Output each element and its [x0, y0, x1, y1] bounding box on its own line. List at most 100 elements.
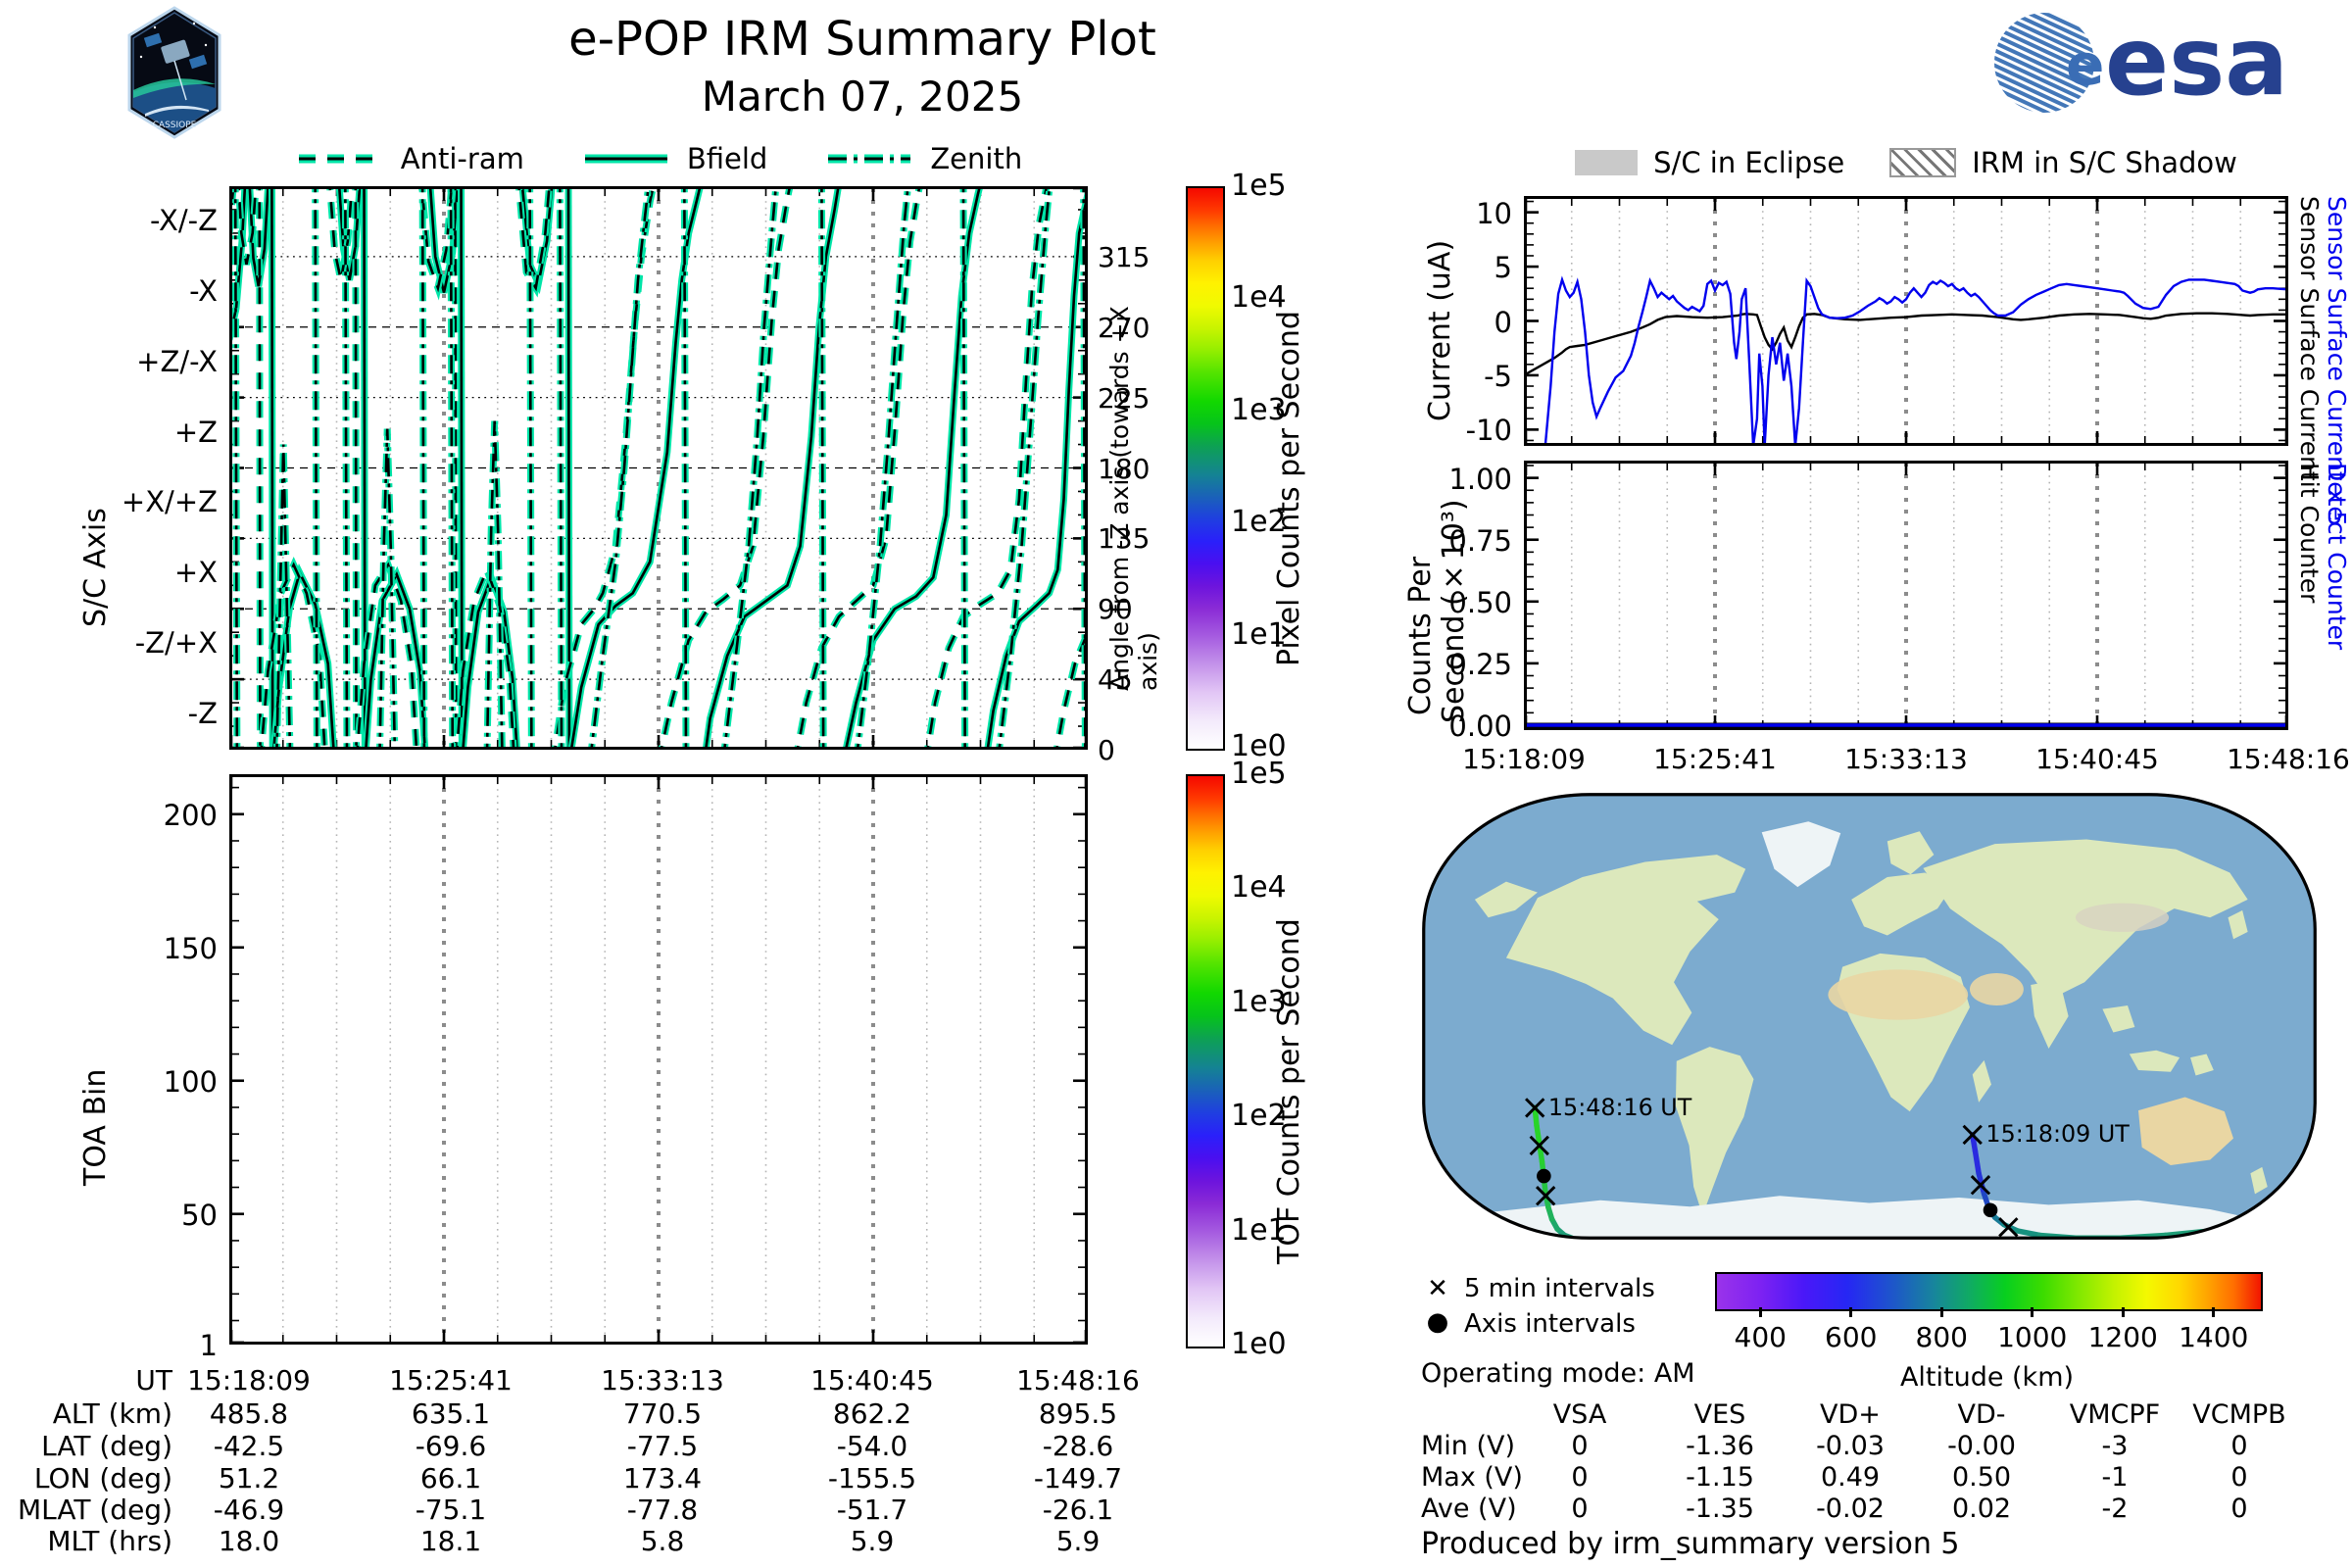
counts-tick-1.00: 1.00	[1448, 462, 1512, 496]
toa-bin-plot	[229, 774, 1088, 1345]
right-time-label-0: 15:18:09	[1462, 743, 1586, 775]
vtable-header-VD-: VD-	[1957, 1399, 2006, 1430]
toa-tick-100: 100	[163, 1064, 218, 1099]
alt-tickmark-1200	[2121, 1307, 2125, 1317]
vtable-rowlabel-Min (V): Min (V)	[1421, 1431, 1516, 1461]
cbar-tick-1e0: 1e0	[1231, 729, 1287, 763]
hit-counter-label: Hit Counter	[2295, 463, 2324, 604]
ephem-cell-r0c3: 15:40:45	[810, 1364, 934, 1396]
toa-tick-200: 200	[163, 798, 218, 832]
shadow-label: IRM in S/C Shadow	[1972, 146, 2237, 179]
vtable-cell-r0c5: 0	[2230, 1431, 2248, 1461]
angle-tick-0: 0	[1098, 734, 1115, 766]
ephem-cell-r3c0: 51.2	[218, 1462, 280, 1494]
vtable-cell-r1c4: -1	[2101, 1462, 2129, 1493]
cbar-tick-1e5: 1e5	[1231, 757, 1287, 791]
pixel-colorbar	[1186, 186, 1225, 751]
vtable-cell-r1c3: 0.50	[1951, 1462, 2012, 1493]
alt-tickmark-1000	[2031, 1307, 2034, 1317]
toa-ylabel: TOA Bin	[78, 1068, 113, 1186]
sensor-surface-current-label: Sensor Surface Current	[2295, 196, 2324, 481]
cbar-tick-1e3: 1e3	[1231, 392, 1287, 427]
esa-logo: e esa	[1989, 8, 2342, 118]
ephem-rowlabel-LAT (deg): LAT (deg)	[41, 1430, 172, 1462]
right-time-label-1: 15:25:41	[1653, 743, 1777, 775]
ephem-cell-r5c1: 18.1	[419, 1525, 482, 1557]
vtable-header-VMCPF: VMCPF	[2069, 1399, 2161, 1430]
vtable-cell-r2c0: 0	[1571, 1494, 1589, 1524]
ephem-cell-r5c2: 5.8	[640, 1525, 685, 1557]
ephem-cell-r5c4: 5.9	[1055, 1525, 1101, 1557]
ephem-cell-r2c4: -28.6	[1042, 1430, 1114, 1462]
sensor-surface-current-x5-label: Sensor Surface Current x 5	[2323, 196, 2351, 527]
vtable-cell-r2c4: -2	[2101, 1494, 2129, 1524]
vtable-header-VES: VES	[1693, 1399, 1746, 1430]
angle-tick-225: 225	[1098, 381, 1151, 415]
vtable-cell-r1c1: -1.15	[1686, 1462, 1754, 1493]
page-date: March 07, 2025	[701, 73, 1024, 121]
toa-tick-150: 150	[163, 931, 218, 965]
ephem-cell-r3c4: -149.7	[1033, 1462, 1123, 1494]
ephem-cell-r1c0: 485.8	[209, 1397, 289, 1430]
antiram-line-sample-icon	[295, 149, 385, 169]
ephem-rowlabel-MLT (hrs): MLT (hrs)	[47, 1525, 172, 1557]
altitude-colorbar-label: Altitude (km)	[1899, 1362, 2075, 1393]
ephem-cell-r0c4: 15:48:16	[1016, 1364, 1140, 1396]
vtable-cell-r0c0: 0	[1571, 1431, 1589, 1461]
counts-tick-0.25: 0.25	[1448, 647, 1512, 681]
alt-tick-1200: 1200	[2087, 1321, 2158, 1353]
eclipse-swatch-icon	[1575, 150, 1639, 175]
sector-label-+Z: +Z	[173, 415, 218, 449]
vtable-cell-r2c3: 0.02	[1951, 1494, 2012, 1524]
ephem-cell-r1c2: 770.5	[622, 1397, 703, 1430]
right-time-label-3: 15:40:45	[2035, 743, 2159, 775]
alt-tick-1000: 1000	[1997, 1321, 2068, 1353]
ephem-cell-r1c3: 862.2	[832, 1397, 912, 1430]
legend-item-shadow: IRM in S/C Shadow	[1889, 146, 2237, 179]
counts-tick-0.75: 0.75	[1448, 523, 1512, 558]
esa-globe-icon	[1993, 12, 2095, 114]
toa-tick-1: 1	[199, 1329, 218, 1362]
ephem-cell-r3c2: 173.4	[622, 1462, 703, 1494]
cbar-tick-1e1: 1e1	[1231, 616, 1287, 652]
legend-item-bfield: Bfield	[581, 142, 767, 175]
ephem-cell-r2c3: -54.0	[836, 1430, 908, 1462]
tof-colorbar-label: TOF Counts per Second	[1272, 918, 1306, 1264]
vtable-cell-r2c1: -1.35	[1686, 1494, 1754, 1524]
ephem-rowlabel-LON (deg): LON (deg)	[33, 1462, 172, 1494]
ephem-rowlabel-UT: UT	[135, 1364, 172, 1396]
legend-item-zenith: Zenith	[824, 142, 1022, 175]
legend-zenith-label: Zenith	[930, 142, 1023, 175]
bfield-line-sample-icon	[581, 149, 671, 169]
vtable-header-VD+: VD+	[1820, 1399, 1881, 1430]
legend-antiram-label: Anti-ram	[400, 142, 524, 175]
current-tick--10: -10	[1465, 414, 1512, 448]
cbar-tick-1e1: 1e1	[1231, 1212, 1287, 1248]
cassiope-mission-patch: CASSIOPE	[125, 6, 223, 139]
right-time-label-4: 15:48:16	[2227, 743, 2350, 775]
counts-tick-0.50: 0.50	[1448, 585, 1512, 619]
cbar-tick-1e5: 1e5	[1231, 169, 1287, 203]
axis-intervals-label: Axis intervals	[1464, 1309, 1636, 1339]
sector-label-+Z/-X: +Z/-X	[136, 344, 218, 378]
dot-marker-icon: ●	[1426, 1307, 1449, 1337]
pixel-colorbar-label: Pixel Counts per Second	[1272, 311, 1306, 666]
ephem-cell-r0c1: 15:25:41	[389, 1364, 513, 1396]
ephem-cell-r4c4: -26.1	[1042, 1494, 1114, 1526]
ephem-cell-r4c2: -77.8	[626, 1494, 699, 1526]
zenith-line-sample-icon	[824, 149, 914, 169]
cbar-tick-1e3: 1e3	[1231, 984, 1287, 1019]
ephem-cell-r1c1: 635.1	[411, 1397, 491, 1430]
legend-bfield-label: Bfield	[686, 142, 768, 175]
ephem-cell-r2c1: -69.6	[415, 1430, 487, 1462]
ephem-cell-r2c0: -42.5	[213, 1430, 285, 1462]
vtable-rowlabel-Ave (V): Ave (V)	[1421, 1494, 1517, 1524]
eclipse-label: S/C in Eclipse	[1653, 146, 1845, 179]
sector-label-+X/+Z: +X/+Z	[121, 485, 218, 519]
cbar-tick-1e4: 1e4	[1231, 870, 1287, 906]
eclipse-legend: S/C in Eclipse IRM in S/C Shadow	[1524, 143, 2288, 182]
detect-counter-label: Detect Counter	[2323, 463, 2351, 651]
alt-tickmark-400	[1758, 1307, 1762, 1317]
sector-label--Z/+X: -Z/+X	[134, 626, 218, 661]
